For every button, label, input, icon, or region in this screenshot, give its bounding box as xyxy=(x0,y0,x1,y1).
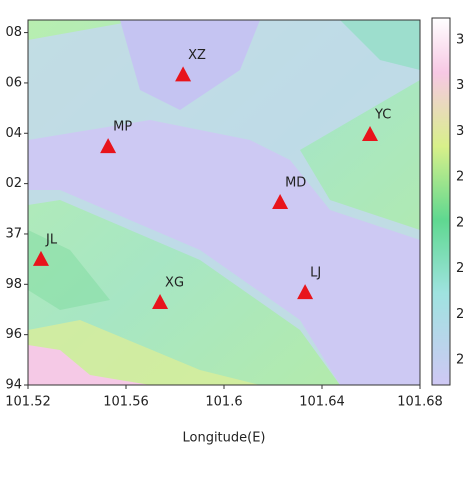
y-tick-label: 04 xyxy=(5,126,22,141)
x-tick-label: 101.64 xyxy=(299,395,345,410)
x-tick-label: 101.56 xyxy=(103,395,149,410)
y-tick-label: 06 xyxy=(5,75,22,90)
colorbar-label: 2 xyxy=(456,215,464,230)
x-tick-label: 101.52 xyxy=(5,395,51,410)
colorbar-label: 3 xyxy=(456,78,464,93)
station-label: LJ xyxy=(310,266,321,281)
station-marker xyxy=(100,138,117,154)
station-label: XG xyxy=(165,275,184,290)
y-tick-label: 37 xyxy=(5,226,22,241)
y-tick-label: 98 xyxy=(5,277,22,292)
x-tick-label: 101.6 xyxy=(205,395,242,410)
colorbar xyxy=(431,17,451,386)
x-axis-label: Longitude(E) xyxy=(182,431,265,446)
station-marker xyxy=(297,284,314,300)
station-marker xyxy=(175,66,192,82)
station-label: MP xyxy=(113,120,132,135)
station-label: YC xyxy=(374,108,391,123)
station-label: XZ xyxy=(188,48,206,63)
colorbar-label: 3 xyxy=(456,124,464,139)
station-marker xyxy=(152,293,169,309)
station-label: JL xyxy=(45,232,58,247)
y-tick-label: 94 xyxy=(5,378,22,393)
y-tick-label: 96 xyxy=(5,327,22,342)
colorbar-label: 2 xyxy=(456,170,464,185)
y-tick-label: 08 xyxy=(5,25,22,40)
station-marker xyxy=(362,126,379,142)
terrain xyxy=(28,20,420,385)
colorbar-label: 2 xyxy=(456,307,464,322)
station-marker xyxy=(32,250,49,266)
x-tick-label: 101.68 xyxy=(397,395,443,410)
station-marker xyxy=(272,194,289,210)
colorbar-label: 2 xyxy=(456,261,464,276)
colorbar-label: 3 xyxy=(456,33,464,48)
y-tick-label: 02 xyxy=(5,176,22,191)
station-label: MD xyxy=(285,176,306,191)
colorbar-label: 2 xyxy=(456,353,464,368)
